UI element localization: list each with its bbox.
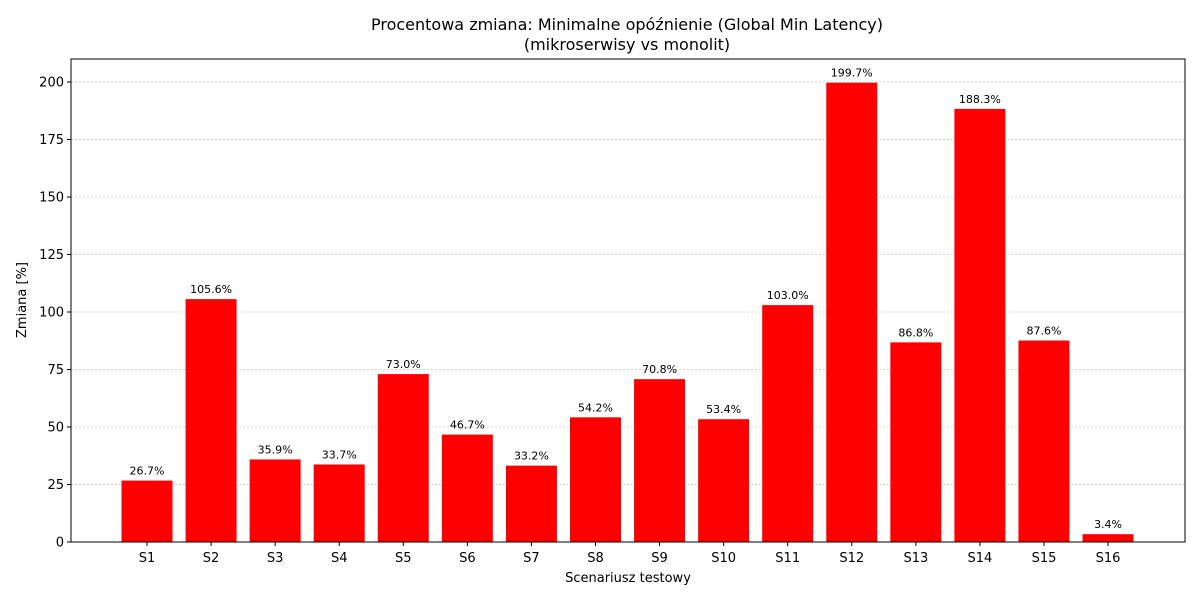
x-tick-label: S16 <box>1096 551 1121 566</box>
plot-frame <box>70 58 1186 543</box>
bar-s1 <box>121 480 173 542</box>
bar-s11 <box>762 305 814 542</box>
data-label: 35.9% <box>258 443 293 456</box>
data-label: 3.4% <box>1094 518 1122 531</box>
x-tick-label: S13 <box>903 551 928 566</box>
y-tick-label: 150 <box>39 191 64 206</box>
bar-s6 <box>441 434 493 542</box>
x-axis-label: Scenariusz testowy <box>565 571 691 586</box>
data-label: 105.6% <box>190 283 232 296</box>
grid-lines <box>71 81 1185 543</box>
chart-title: Procentowa zmiana: Minimalne opóźnienie … <box>371 15 883 34</box>
data-labels: 26.7% 105.6% 35.9% 33.7% 73.0% 46.7% 33.2% 54.2… <box>130 67 1123 531</box>
y-axis-ticks: 0 25 50 75 100 125 150 175 200 <box>39 76 71 551</box>
data-label: 199.7% <box>831 67 873 80</box>
x-tick-label: S8 <box>587 551 604 566</box>
bar-s7 <box>505 465 557 542</box>
bar-s2 <box>185 299 237 542</box>
data-label: 188.3% <box>959 93 1001 106</box>
x-axis-ticks: S1 S2 S3 S4 S5 S6 S7 S8 S9 S10 S11 S12 S13 S14 S15 S16 <box>139 542 1121 566</box>
x-tick-label: S10 <box>711 551 736 566</box>
data-label: 70.8% <box>642 363 677 376</box>
x-tick-label: S1 <box>139 551 156 566</box>
data-label: 73.0% <box>386 358 421 371</box>
y-tick-label: 200 <box>39 76 64 91</box>
x-tick-label: S9 <box>651 551 668 566</box>
x-tick-label: S6 <box>459 551 476 566</box>
bar-s3 <box>249 459 301 542</box>
y-tick-label: 50 <box>47 421 64 436</box>
data-label: 33.7% <box>322 448 357 461</box>
x-tick-label: S7 <box>523 551 540 566</box>
bar-s13 <box>890 342 942 542</box>
y-tick-label: 0 <box>56 536 64 551</box>
x-tick-label: S14 <box>968 551 993 566</box>
bar-s16 <box>1082 534 1134 542</box>
x-tick-label: S5 <box>395 551 412 566</box>
x-tick-label: S3 <box>267 551 284 566</box>
x-tick-label: S12 <box>839 551 864 566</box>
data-label: 53.4% <box>706 403 741 416</box>
bar-s15 <box>1018 340 1070 542</box>
data-label: 103.0% <box>767 289 809 302</box>
y-axis-label: Zmiana [%] <box>15 262 30 338</box>
y-tick-label: 100 <box>39 306 64 321</box>
data-label: 86.8% <box>898 326 933 339</box>
y-tick-label: 175 <box>39 133 64 148</box>
x-tick-label: S15 <box>1032 551 1057 566</box>
chart-subtitle: (mikroserwisy vs monolit) <box>524 35 730 54</box>
bar-s4 <box>313 464 365 542</box>
y-tick-label: 75 <box>47 363 64 378</box>
x-tick-label: S2 <box>203 551 220 566</box>
data-label: 46.7% <box>450 419 485 432</box>
bar-s10 <box>698 419 750 542</box>
bar-s9 <box>634 379 686 542</box>
bar-s14 <box>954 108 1006 542</box>
data-label: 26.7% <box>130 465 165 478</box>
x-tick-label: S4 <box>331 551 348 566</box>
data-label: 33.2% <box>514 450 549 463</box>
data-label: 87.6% <box>1027 325 1062 338</box>
y-tick-label: 125 <box>39 248 64 263</box>
bars <box>121 82 1134 542</box>
bar-s8 <box>569 417 621 542</box>
x-tick-label: S11 <box>775 551 800 566</box>
bar-s12 <box>826 82 878 542</box>
data-label: 54.2% <box>578 401 613 414</box>
bar-s5 <box>377 374 429 542</box>
y-tick-label: 25 <box>47 478 64 493</box>
